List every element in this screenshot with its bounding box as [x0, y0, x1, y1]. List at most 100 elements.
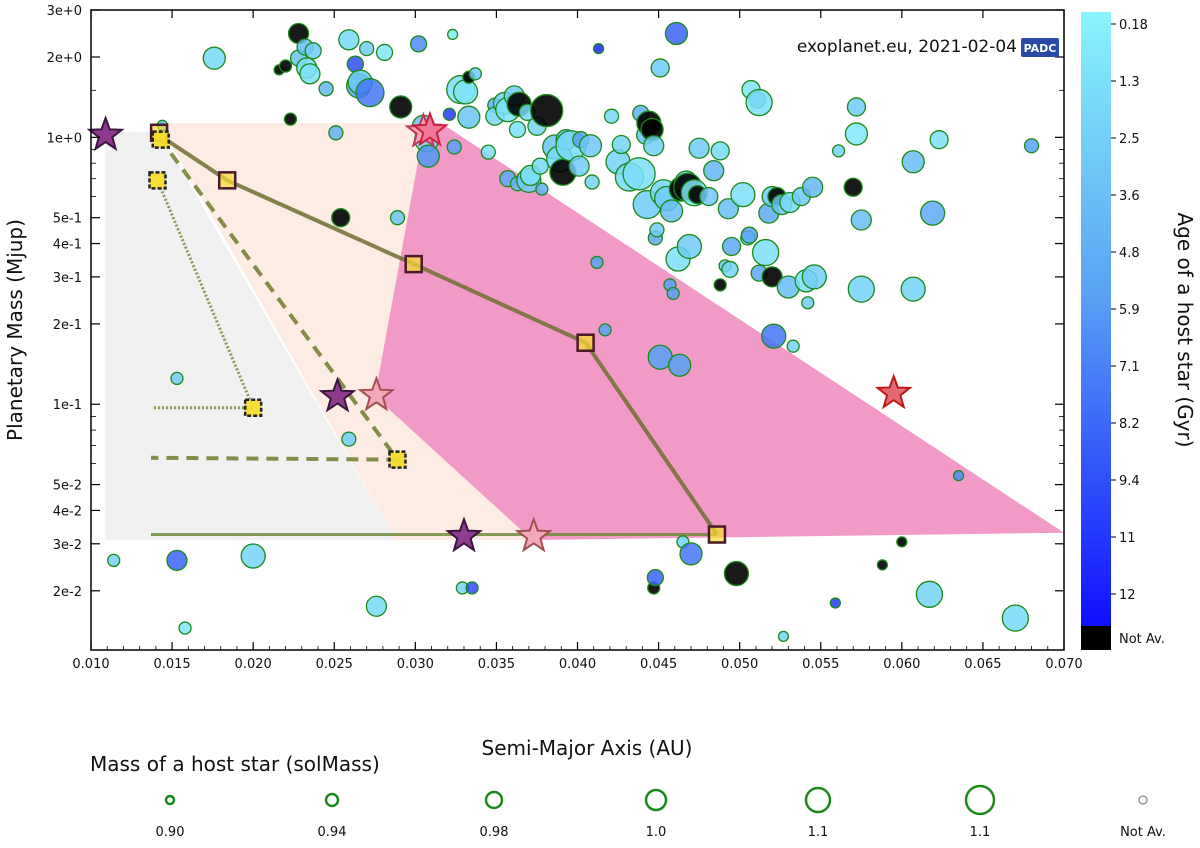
planet-point — [531, 157, 549, 175]
x-tick-label: 0.065 — [964, 657, 1001, 672]
planet-point — [584, 174, 600, 190]
planet-point — [196, 653, 206, 663]
size-legend-title: Mass of a host star (solMass) — [90, 752, 380, 776]
planet-point — [777, 630, 790, 642]
planet-point — [446, 139, 462, 155]
region-gray — [105, 131, 396, 540]
planet-point — [900, 276, 926, 302]
planet-point — [107, 553, 121, 568]
age-colorbar: 0.18 1.3 2.5 3.6 4.8 5.9 7.1 8.2 9.4 11 12 Not Av. — [1081, 12, 1165, 650]
planet-point — [568, 155, 590, 177]
x-tick-label: 0.030 — [397, 657, 434, 672]
planet-point — [721, 260, 739, 279]
planet-point — [578, 134, 603, 158]
planet-point — [283, 112, 298, 126]
star-marker — [411, 110, 449, 147]
planet-point — [389, 95, 413, 119]
colorbar-tick-label: 3.6 — [1119, 189, 1140, 204]
planet-point — [590, 255, 604, 270]
planet-point — [409, 35, 428, 53]
planet-point — [170, 371, 184, 386]
planet-point — [847, 275, 875, 303]
region-peach — [159, 123, 533, 540]
size-legend-circle — [964, 784, 996, 816]
planet-point — [786, 339, 800, 353]
planet-point — [688, 137, 710, 159]
colorbar-tick-label: 2.5 — [1119, 132, 1140, 147]
colorbar-tick-label: 8.2 — [1119, 417, 1140, 432]
planet-point — [850, 209, 872, 231]
planet-point — [375, 43, 394, 62]
planet-point — [710, 141, 730, 161]
track-square-marker — [217, 171, 237, 190]
colorbar-gradient — [1081, 12, 1111, 626]
colorbar-tick-label: 11 — [1119, 531, 1136, 546]
planet-point — [1023, 138, 1040, 154]
planet-point — [919, 200, 946, 226]
planet-point — [365, 595, 388, 617]
planet-point — [829, 597, 841, 609]
colorbar-tick-label: 7.1 — [1119, 360, 1140, 375]
size-legend-circle — [484, 790, 504, 810]
planet-point — [659, 199, 684, 223]
planet-point — [389, 210, 406, 226]
y-tick-label: 2e+0 — [47, 51, 82, 66]
track-square-marker — [151, 130, 170, 149]
y-tick-label: 5e-2 — [53, 479, 82, 494]
planet-point — [740, 226, 759, 244]
padc-logo-text: PADC — [1024, 42, 1057, 55]
x-tick-label: 0.025 — [316, 657, 353, 672]
planet-point — [202, 46, 226, 70]
star-marker — [445, 516, 483, 553]
planet-point — [178, 621, 192, 635]
x-tick-label: 0.070 — [1045, 657, 1082, 672]
planet-point — [679, 542, 703, 566]
y-tick-label: 2e-2 — [53, 585, 82, 600]
planet-point — [952, 470, 965, 482]
planet-point — [299, 63, 321, 85]
planet-point — [304, 42, 322, 60]
planet-point — [452, 79, 479, 105]
size-legend-label: 0.98 — [480, 825, 509, 840]
planet-point — [278, 59, 293, 73]
planet-point — [649, 222, 665, 238]
planet-point — [535, 182, 549, 196]
size-legend-label: 1.1 — [808, 825, 829, 840]
planet-point — [896, 536, 908, 548]
y-tick-label: 3e-1 — [53, 271, 82, 286]
planet-point — [751, 238, 780, 267]
planet-point — [713, 278, 727, 292]
planet-point — [929, 130, 949, 150]
planet-point — [915, 580, 944, 608]
y-tick-label: 3e-2 — [53, 538, 82, 553]
size-legend-circle — [164, 794, 176, 806]
planet-point — [468, 67, 482, 81]
star-marker — [514, 516, 553, 553]
star-marker — [86, 115, 125, 152]
planet-point — [643, 135, 665, 157]
planet-point — [328, 125, 344, 141]
x-tick-label: 0.015 — [153, 657, 190, 672]
size-legend-label: 0.90 — [156, 825, 185, 840]
planet-point — [611, 134, 631, 155]
colorbar-tick-label: 1.3 — [1119, 75, 1140, 90]
planet-point — [331, 208, 351, 228]
planet-point — [341, 431, 357, 447]
planet-point — [240, 543, 266, 569]
x-tick-label: 0.045 — [640, 657, 677, 672]
y-tick-label: 4e-1 — [53, 238, 82, 253]
colorbar-title: Age of a host star (Gyr) — [1173, 212, 1197, 447]
planet-point — [723, 560, 750, 587]
planet-point — [442, 107, 457, 121]
x-tick-label: 0.055 — [802, 657, 839, 672]
x-tick-label: 0.010 — [72, 657, 109, 672]
planet-point — [359, 40, 375, 57]
dotted-track — [152, 179, 255, 410]
planet-point — [721, 236, 742, 257]
y-tick-label: 2e-1 — [53, 318, 82, 333]
planet-point — [1001, 604, 1029, 632]
planet-point — [338, 29, 360, 51]
size-legend-circle — [324, 792, 340, 808]
planet-point — [622, 157, 656, 191]
